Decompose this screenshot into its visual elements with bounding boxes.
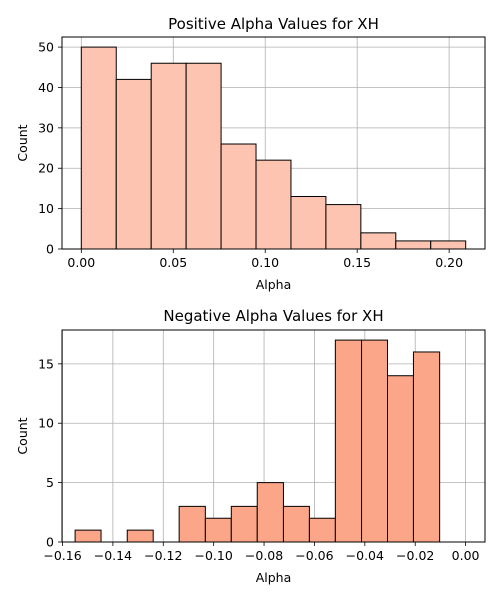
histogram-bar: [220, 143, 257, 250]
x-tick-label: −0.14: [94, 548, 132, 563]
histogram-bar: [360, 232, 397, 250]
histogram-bar: [185, 62, 222, 250]
histogram-bar: [115, 78, 152, 250]
histogram-bar: [325, 204, 362, 250]
y-tick-label: 0: [46, 535, 54, 550]
histogram-bar: [290, 196, 327, 250]
histogram-bar: [230, 505, 258, 543]
histogram-bar: [308, 517, 336, 543]
histogram-bar: [74, 529, 102, 543]
x-ticks: −0.16 −0.14 −0.12 −0.10 −0.08 −0.06 −0.04 −0.02…: [43, 542, 480, 563]
y-tick-label: 0: [46, 242, 54, 257]
histogram-bar: [255, 159, 292, 250]
x-tick-label: −0.12: [144, 548, 182, 563]
y-tick-label: 30: [38, 120, 54, 135]
x-tick-label: −0.08: [245, 548, 283, 563]
x-tick-label: −0.16: [43, 548, 81, 563]
y-tick-label: 10: [38, 416, 54, 431]
x-tick-label: 0.00: [67, 255, 95, 270]
bars: [80, 46, 467, 250]
histogram-bar: [361, 339, 389, 543]
y-tick-label: 40: [38, 80, 54, 95]
chart-title: Positive Alpha Values for XH: [168, 15, 379, 33]
x-axis-label: Alpha: [256, 277, 292, 292]
plot-frame: [61, 36, 486, 250]
histogram-bar: [395, 240, 432, 250]
histogram-bar: [430, 240, 467, 250]
y-tick-label: 20: [38, 161, 54, 176]
y-axis-label: Count: [15, 124, 30, 161]
histogram-bar: [204, 517, 232, 543]
y-ticks: 0 10 20 30 40 50: [38, 40, 62, 257]
histogram-bar: [387, 375, 414, 543]
plot-frame: [61, 329, 486, 543]
chart-title: Negative Alpha Values for XH: [163, 307, 383, 325]
x-tick-label: 0.10: [251, 255, 279, 270]
x-tick-label: −0.10: [195, 548, 233, 563]
x-tick-label: −0.04: [346, 548, 384, 563]
histogram-bar: [256, 482, 284, 543]
x-tick-label: 0.00: [452, 548, 480, 563]
histogram-bar: [282, 505, 310, 543]
histogram-bar: [412, 351, 441, 543]
histogram-bar: [126, 529, 154, 543]
histogram-bar: [334, 339, 363, 543]
x-tick-label: −0.06: [295, 548, 333, 563]
y-ticks: 0 5 10 15: [38, 356, 62, 550]
positive-alpha-histogram: Positive Alpha Values for XH 0.00 0.05 0.1…: [15, 15, 486, 292]
y-tick-label: 15: [38, 356, 54, 371]
negative-alpha-histogram: Negative Alpha Values for XH −0.16 −0.14−…: [15, 307, 486, 585]
y-tick-label: 10: [38, 201, 54, 216]
x-ticks: 0.00 0.05 0.10 0.15 0.20: [67, 249, 463, 270]
x-tick-label: 0.05: [159, 255, 187, 270]
y-tick-label: 50: [38, 40, 54, 55]
y-tick-label: 5: [46, 475, 54, 490]
x-axis-label: Alpha: [256, 570, 292, 585]
y-axis-label: Count: [15, 417, 30, 454]
x-tick-label: −0.02: [396, 548, 434, 563]
histogram-bar: [150, 62, 187, 250]
histogram-bar: [80, 46, 117, 250]
x-tick-label: 0.20: [435, 255, 463, 270]
x-tick-label: 0.15: [343, 255, 371, 270]
histogram-bar: [178, 505, 206, 543]
